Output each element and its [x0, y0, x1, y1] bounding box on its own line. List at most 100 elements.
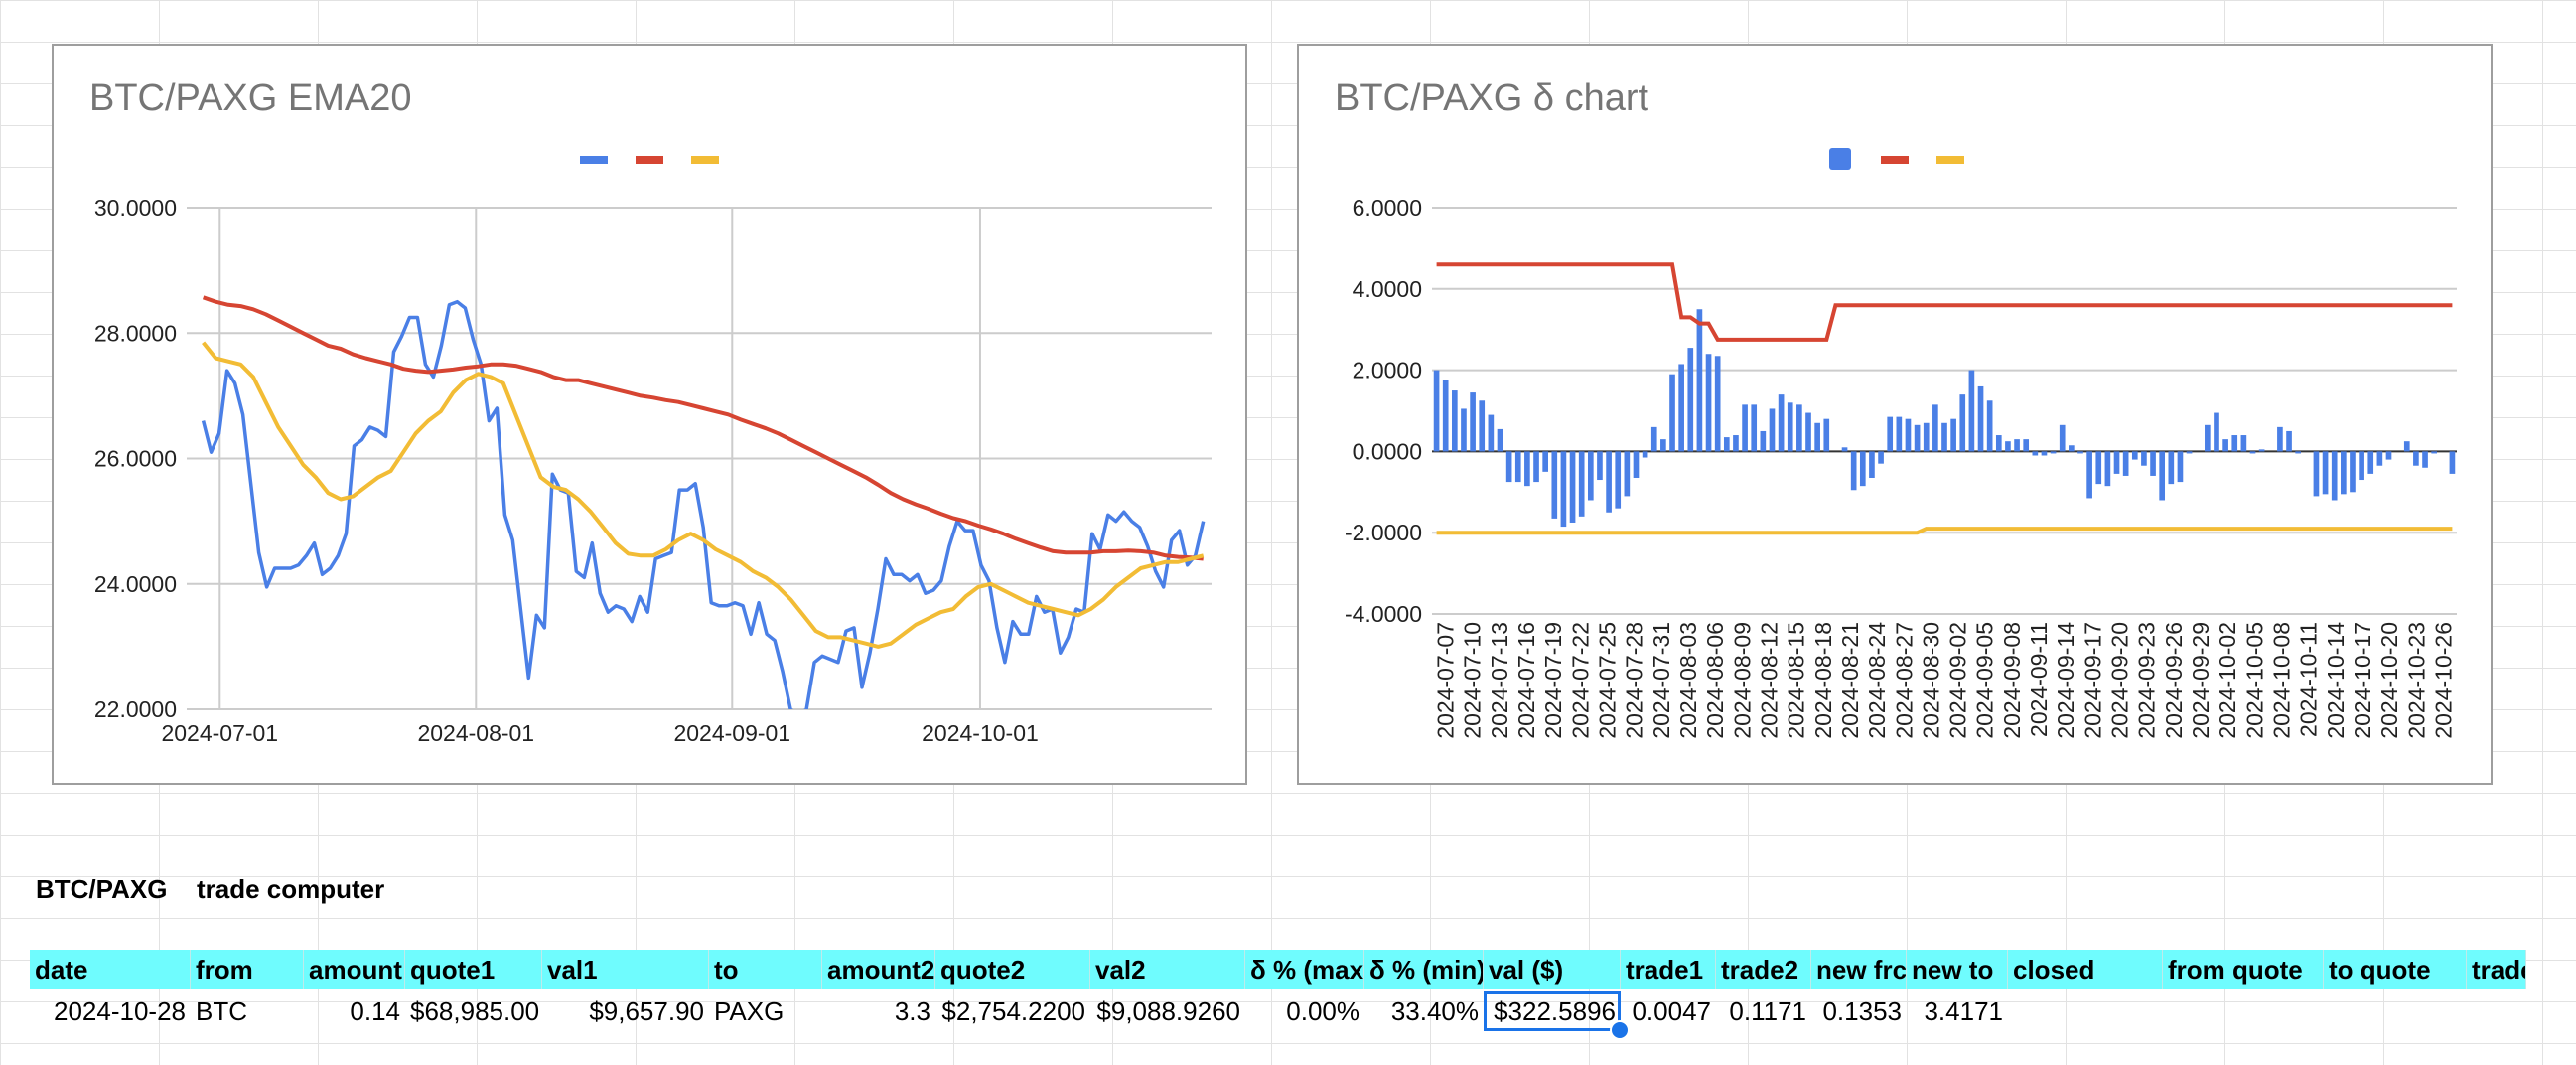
delta-x-tick-27: 2024-09-26 [2161, 622, 2187, 739]
cell-delta-min[interactable]: 33.40% [1390, 996, 1479, 1026]
header-cell-quote1[interactable]: quote1 [405, 950, 542, 989]
delta-x-tick-16: 2024-08-24 [1864, 622, 1890, 739]
delta-bar-112 [2449, 451, 2456, 474]
delta-bar-37 [1769, 408, 1776, 452]
cell-amount2[interactable]: 3.3 [894, 996, 930, 1026]
cell-trade[interactable] [2467, 991, 2526, 1031]
header-cell-amount2[interactable]: amount2 [822, 950, 935, 989]
delta-bar-86 [2214, 412, 2219, 452]
header-cell-closed[interactable]: closed [2008, 950, 2163, 989]
delta-x-tick-25: 2024-09-20 [2107, 622, 2133, 739]
delta-bar-68 [2050, 451, 2057, 454]
ema-y-tick-0: 30.0000 [94, 195, 177, 221]
delta-x-tick-31: 2024-10-08 [2268, 622, 2294, 739]
header-cell-date[interactable]: date [30, 950, 191, 989]
pair-label[interactable]: BTC/PAXG [36, 874, 168, 904]
header-cell-val2[interactable]: val2 [1090, 950, 1245, 989]
delta-x-tick-26: 2024-09-23 [2134, 622, 2160, 739]
delta-bar-85 [2205, 424, 2211, 452]
delta-x-tick-29: 2024-10-02 [2215, 622, 2240, 739]
delta-bar-90 [2249, 451, 2256, 454]
header-cell-from[interactable]: from [191, 950, 304, 989]
delta-x-tick-23: 2024-09-14 [2053, 622, 2078, 739]
delta-chart[interactable]: BTC/PAXG δ chart 6.0000 4.0000 2.0000 0.000… [1297, 44, 2493, 785]
fill-handle[interactable] [1610, 1020, 1630, 1040]
delta-bar-43 [1823, 418, 1830, 452]
header-cell-amount[interactable]: amount [304, 950, 405, 989]
cell-date[interactable]: 2024-10-28 [54, 996, 186, 1026]
header-cell-val1[interactable]: val1 [542, 950, 709, 989]
delta-x-tick-24: 2024-09-17 [2079, 622, 2105, 739]
delta-bar-110 [2431, 451, 2437, 454]
cell-new-from[interactable]: 0.1353 [1822, 996, 1902, 1026]
delta-bar-55 [1932, 404, 1938, 452]
header-cell-new-to[interactable]: new to [1907, 950, 2008, 989]
delta-bar-23 [1642, 451, 1648, 458]
delta-bar-10 [1524, 451, 1530, 487]
delta-bar-3 [1461, 408, 1467, 452]
delta-bar-78 [2141, 451, 2147, 466]
cell-delta-max[interactable]: 0.00% [1286, 996, 1360, 1026]
delta-x-tick-11: 2024-08-09 [1729, 622, 1755, 739]
delta-bar-81 [2168, 451, 2175, 485]
cell-from-quote[interactable] [2163, 991, 2324, 1031]
cell-trade1[interactable]: 0.0047 [1632, 996, 1711, 1026]
header-cell-val-usd[interactable]: val ($) [1484, 950, 1621, 989]
header-cell-delta-max[interactable]: δ % (max [1245, 950, 1364, 989]
delta-bar-19 [1606, 451, 1612, 513]
delta-bar-70 [2069, 445, 2075, 452]
delta-bar-103 [2367, 451, 2374, 474]
cell-quote2[interactable]: $2,754.2200 [941, 996, 1085, 1026]
header-cell-trade1[interactable]: trade1 [1621, 950, 1716, 989]
cell-closed[interactable] [2008, 991, 2163, 1031]
delta-x-tick-6: 2024-07-25 [1595, 622, 1621, 739]
cell-to[interactable]: PAXG [714, 996, 785, 1026]
ema-y-tick-3: 24.0000 [94, 571, 177, 597]
cell-val2[interactable]: $9,088.9260 [1096, 996, 1240, 1026]
cell-to-quote[interactable] [2324, 991, 2467, 1031]
delta-x-tick-22: 2024-09-11 [2026, 622, 2052, 737]
delta-bar-46 [1850, 451, 1857, 491]
ema-chart[interactable]: BTC/PAXG EMA20 30.0000 28.0000 26.0000 24.0… [52, 44, 1247, 785]
ema-y-tick-1: 28.0000 [94, 320, 177, 346]
cell-new-to[interactable]: 3.4171 [1924, 996, 2003, 1026]
delta-x-tick-19: 2024-09-02 [1945, 622, 1971, 739]
header-cell-delta-min[interactable]: δ % (min) [1364, 950, 1484, 989]
header-cell-trade[interactable]: trade [2467, 950, 2526, 989]
delta-bar-47 [1859, 451, 1866, 487]
cell-from[interactable]: BTC [196, 996, 247, 1026]
legend-swatch-bars [1829, 148, 1851, 170]
cell-val-usd-selected[interactable]: $322.5896 [1484, 991, 1630, 1040]
header-cell-to[interactable]: to [709, 950, 822, 989]
delta-bar-22 [1633, 451, 1640, 478]
ema-y-tick-4: 22.0000 [94, 696, 177, 722]
delta-bar-105 [2385, 451, 2392, 460]
delta-bar-30 [1705, 354, 1712, 452]
cell-quote1[interactable]: $68,985.00 [410, 996, 540, 1026]
cell-amount[interactable]: 0.14 [350, 996, 400, 1026]
header-cell-trade2[interactable]: trade2 [1716, 950, 1811, 989]
tool-label[interactable]: trade computer [197, 874, 385, 904]
header-cell-to-quote[interactable]: to quote [2324, 950, 2467, 989]
delta-bar-61 [1986, 400, 1993, 452]
delta-bar-54 [1923, 422, 1930, 452]
header-cell-new-from[interactable]: new frc [1811, 950, 1907, 989]
delta-bar-40 [1796, 404, 1802, 452]
header-cell-quote2[interactable]: quote2 [935, 950, 1090, 989]
delta-bar-9 [1514, 451, 1521, 483]
delta-bar-7 [1497, 428, 1503, 452]
delta-bar-36 [1760, 430, 1767, 452]
delta-bar-32 [1723, 437, 1730, 452]
cell-trade2[interactable]: 0.1171 [1729, 996, 1806, 1026]
delta-bar-57 [1950, 418, 1956, 452]
delta-bar-87 [2222, 439, 2228, 452]
ema-series-blue-line [201, 299, 1206, 709]
delta-y-tick-3: 0.0000 [1353, 438, 1422, 464]
delta-bar-33 [1733, 435, 1739, 452]
delta-bar-93 [2277, 426, 2283, 452]
header-cell-from-quote[interactable]: from quote [2163, 950, 2324, 989]
delta-bar-11 [1533, 451, 1539, 483]
cell-val1[interactable]: $9,657.90 [589, 996, 704, 1026]
delta-bar-15 [1569, 451, 1576, 523]
delta-bar-24 [1650, 426, 1657, 452]
